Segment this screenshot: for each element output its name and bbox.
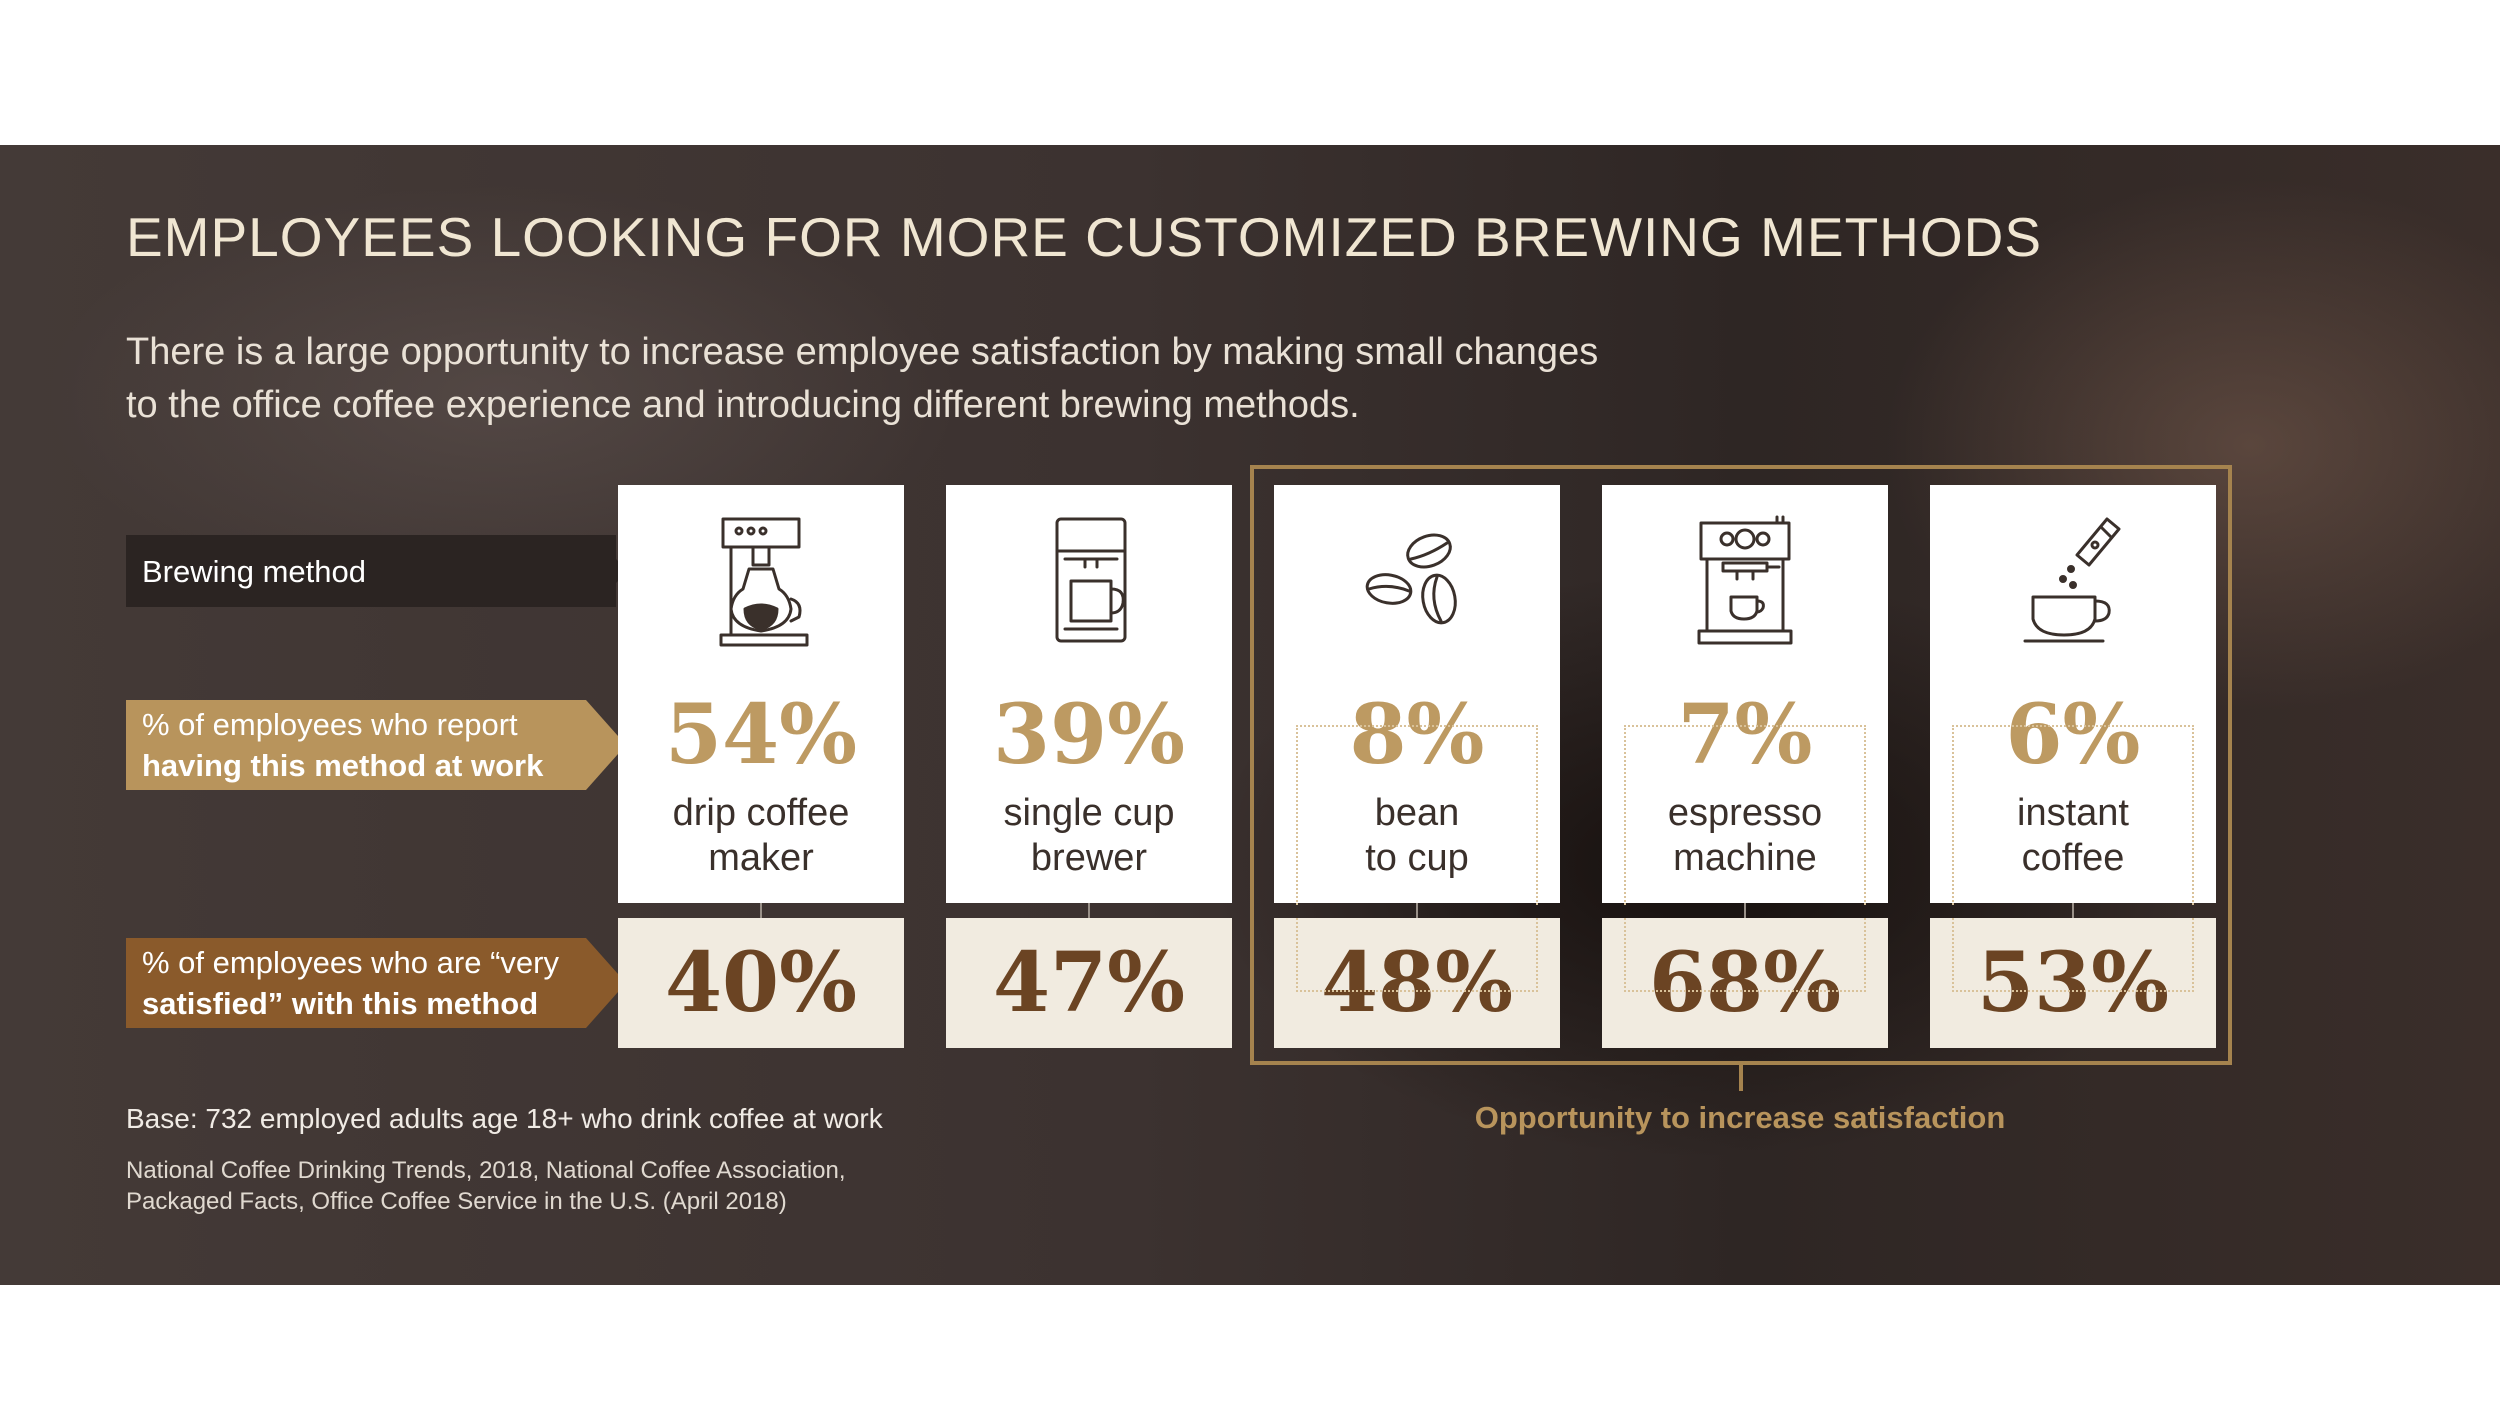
highlight-dotted-outline-bottom [1624, 918, 1866, 992]
method-name-line: single cup [1003, 792, 1175, 834]
satisfied-value: 68% [1648, 935, 1842, 1031]
method-name: single cup brewer [946, 791, 1232, 881]
card-connector [2072, 903, 2074, 918]
method-name-line: drip coffee [672, 792, 850, 834]
row-label-satisfied-line1: % of employees who are “very [142, 945, 559, 980]
method-card-bean-to-cup: 8% bean to cup [1274, 485, 1560, 905]
have-at-work-value: 54% [664, 687, 858, 783]
have-at-work-value: 6% [2005, 687, 2141, 783]
satisfied-value: 47% [992, 935, 1186, 1031]
card-connector [1744, 903, 1746, 918]
row-label-have-at-work-line2: having this method at work [142, 748, 544, 783]
satisfied-cell-single-cup-brewer: 47% [946, 918, 1232, 1048]
row-label-satisfied-line2: satisfied” with this method [142, 986, 539, 1021]
have-at-work-value: 8% [1349, 687, 1485, 783]
method-name: espresso machine [1602, 791, 1888, 881]
coffee-beans-icon [1347, 507, 1487, 647]
have-at-work-value: 39% [992, 687, 1186, 783]
single-cup-brewer-icon [1019, 507, 1159, 647]
method-name-line: coffee [2021, 837, 2125, 879]
row-label-have-at-work-line1: % of employees who report [142, 707, 518, 742]
satisfied-value: 53% [1976, 935, 2170, 1031]
method-card-espresso-machine: 7% espresso machine [1602, 485, 1888, 905]
opportunity-label: Opportunity to increase satisfaction [1474, 1100, 2006, 1135]
instant-coffee-icon [2003, 507, 2143, 647]
card-connector [1416, 903, 1418, 918]
row-label-brewing-method: Brewing method [126, 535, 616, 607]
card-connector [760, 903, 762, 918]
page-subtitle: There is a large opportunity to increase… [126, 331, 1599, 426]
method-name: bean to cup [1274, 791, 1560, 881]
method-name-line: to cup [1365, 837, 1469, 879]
drip-coffee-maker-icon [691, 507, 831, 647]
card-connector [1088, 903, 1090, 918]
espresso-machine-icon [1675, 507, 1815, 647]
method-card-instant-coffee: 6% instant coffee [1930, 485, 2216, 905]
source-note: National Coffee Drinking Trends, 2018, N… [126, 1155, 1026, 1217]
highlight-dotted-outline-bottom [1296, 918, 1538, 992]
method-name-line: machine [1673, 837, 1817, 879]
satisfied-cell-bean-to-cup: 48% [1274, 918, 1560, 1048]
satisfied-value: 40% [664, 935, 858, 1031]
method-card-drip-coffee-maker: 54% drip coffee maker [618, 485, 904, 903]
base-note: Base: 732 employed adults age 18+ who dr… [126, 1103, 883, 1134]
method-card-single-cup-brewer: 39% single cup brewer [946, 485, 1232, 903]
page-title: EMPLOYEES LOOKING FOR MORE CUSTOMIZED BR… [126, 206, 2043, 268]
opportunity-frame [1250, 465, 2232, 1065]
have-at-work-value: 7% [1677, 687, 1813, 783]
method-name-line: instant [2017, 792, 2129, 834]
method-name-line: maker [708, 837, 814, 879]
satisfied-cell-drip-coffee-maker: 40% [618, 918, 904, 1048]
source-line-2: Packaged Facts, Office Coffee Service in… [126, 1188, 787, 1215]
method-name-line: bean [1374, 792, 1460, 834]
method-name-line: espresso [1667, 792, 1823, 834]
row-label-brewing-method-text: Brewing method [142, 553, 367, 589]
method-name: instant coffee [1930, 791, 2216, 881]
satisfied-cell-instant-coffee: 53% [1930, 918, 2216, 1048]
highlight-dotted-outline [1624, 725, 1866, 905]
method-name: drip coffee maker [618, 791, 904, 881]
highlight-dotted-outline [1296, 725, 1538, 905]
highlight-dotted-outline [1952, 725, 2194, 905]
satisfied-cell-espresso-machine: 68% [1602, 918, 1888, 1048]
highlight-dotted-outline-bottom [1952, 918, 2194, 992]
row-label-have-at-work: % of employees who report having this me… [126, 700, 586, 790]
method-name-line: brewer [1030, 837, 1148, 879]
opportunity-frame-tick [1739, 1065, 1743, 1091]
satisfied-value: 48% [1320, 935, 1514, 1031]
source-line-1: National Coffee Drinking Trends, 2018, N… [126, 1157, 846, 1184]
row-label-satisfied: % of employees who are “very satisfied” … [126, 938, 586, 1028]
